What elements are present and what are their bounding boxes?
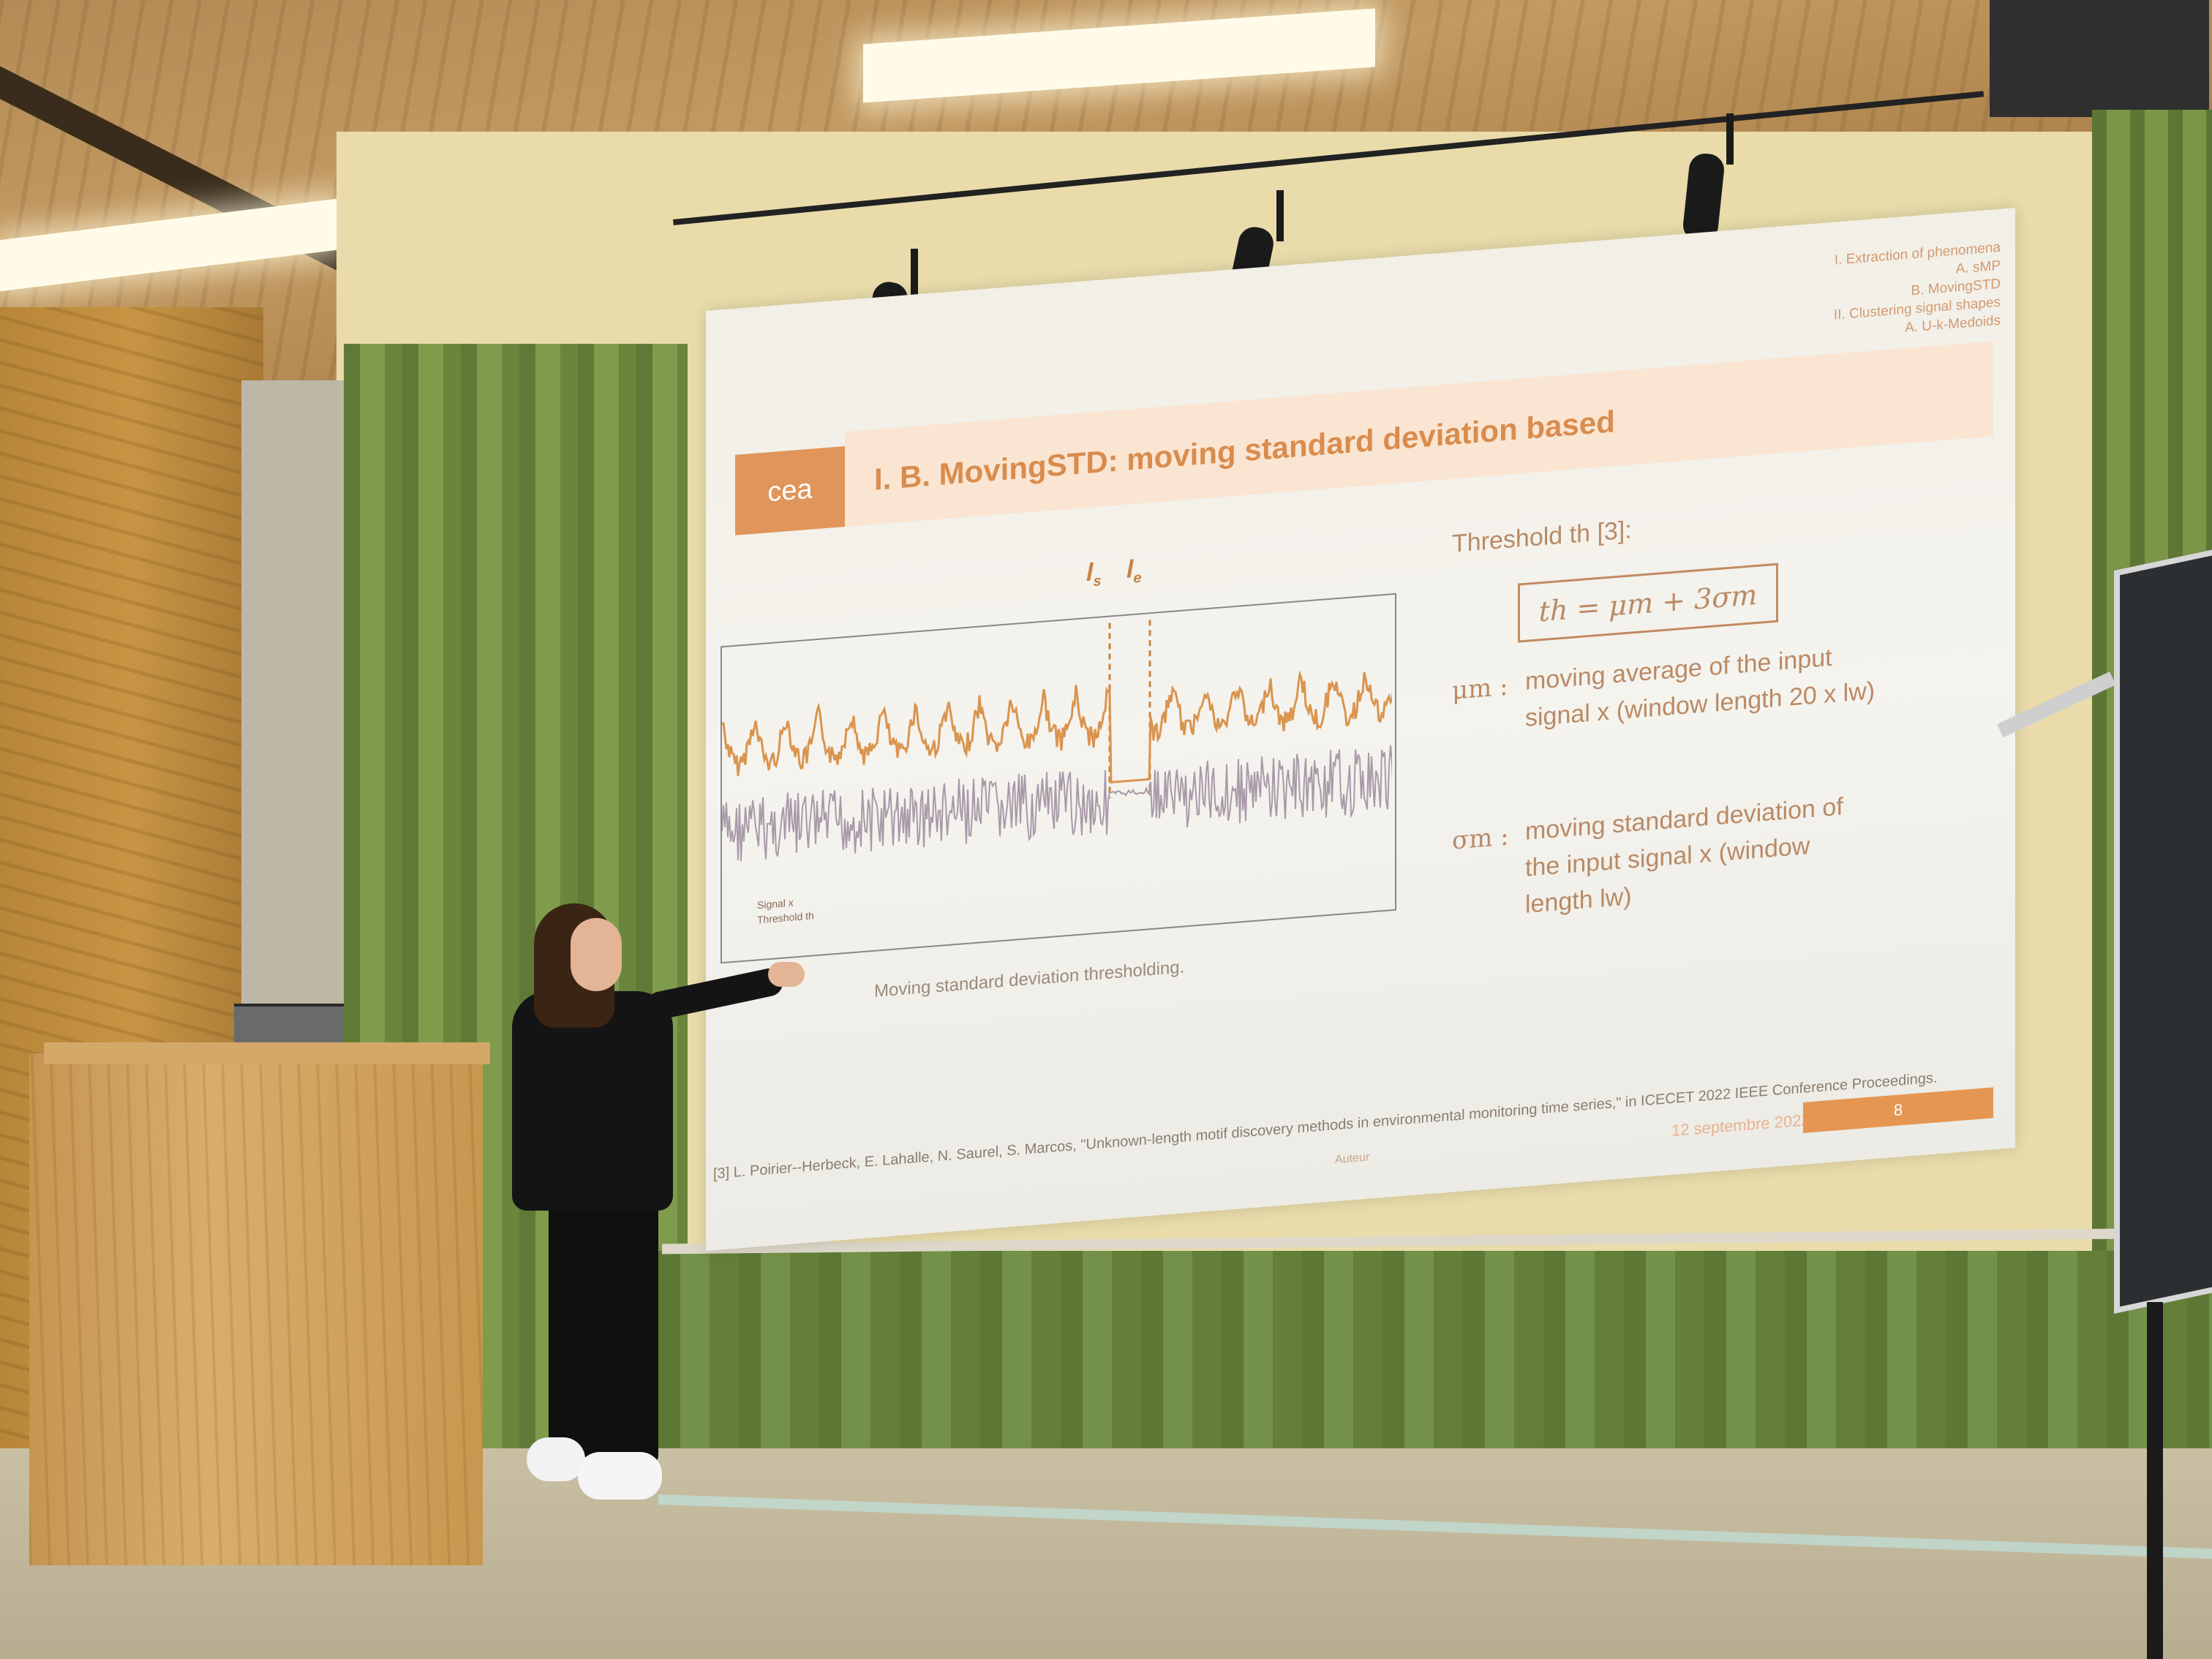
ceiling-beam-right — [1990, 0, 2209, 117]
signal-plot — [722, 620, 1392, 862]
cea-logo: cea — [735, 446, 845, 535]
marker-end: le — [1126, 555, 1142, 587]
presenter-legs — [549, 1200, 658, 1463]
presenter-face — [571, 918, 622, 991]
sigma-symbol: σm : — [1452, 821, 1509, 856]
podium-wood-grain — [29, 1053, 483, 1565]
presenter-torso — [512, 991, 673, 1211]
signal-x-line — [722, 745, 1392, 862]
mu-definition: moving average of the input signal x (wi… — [1525, 643, 1876, 732]
footer-author: Auteur — [1335, 1151, 1370, 1167]
spotlight-stem — [1276, 190, 1284, 241]
plot-caption: Moving standard deviation thresholding. — [874, 957, 1185, 1001]
spotlight-stem — [1726, 113, 1734, 165]
board-stand — [2147, 1302, 2163, 1659]
spotlight-stem — [911, 249, 918, 300]
presenter-hand — [768, 962, 805, 987]
slide-outline: I. Extraction of phenomena A. sMP B. Mov… — [1759, 238, 2001, 349]
threshold-formula: th = μm + 3σm — [1518, 563, 1778, 643]
marker-start: ls — [1086, 558, 1102, 590]
projected-slide: cea I. B. MovingSTD: moving standard dev… — [706, 208, 2015, 1252]
threshold-th-line — [722, 669, 1392, 784]
mu-symbol: μm : — [1452, 672, 1508, 706]
whiteboard-panel — [2114, 547, 2212, 1314]
white-sneaker — [578, 1452, 662, 1500]
white-sneaker — [527, 1437, 585, 1481]
footer-date: 12 septembre 2022 — [1671, 1110, 1810, 1140]
laptop — [234, 1004, 344, 1047]
threshold-label: Threshold th [3]: — [1452, 516, 1632, 558]
sigma-definition: moving standard deviation of the input s… — [1525, 792, 1843, 919]
podium-top — [44, 1042, 490, 1064]
wooden-podium — [29, 1053, 483, 1565]
